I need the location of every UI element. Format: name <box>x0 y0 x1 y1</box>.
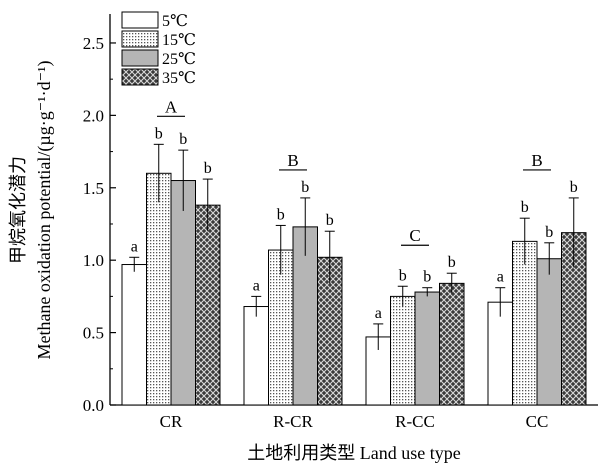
bar <box>146 172 172 406</box>
significance-label: b <box>301 179 309 196</box>
significance-label: a <box>375 305 382 322</box>
y-tick-label: 2.0 <box>83 106 104 125</box>
significance-label: b <box>179 131 187 148</box>
y-axis-title: 甲烷氧化潜力 Methane oxidation potential/(µg·g… <box>8 60 55 359</box>
bar <box>439 282 465 406</box>
y-tick-label: 1.0 <box>83 251 104 270</box>
group-significance-label: A <box>165 97 178 116</box>
significance-label: b <box>448 254 456 271</box>
significance-label: b <box>326 212 334 229</box>
legend-label: 35℃ <box>162 70 196 87</box>
x-tick-label: R-CC <box>395 412 435 431</box>
significance-label: b <box>521 199 529 216</box>
x-ticks: CR R-CR R-CC CC <box>160 399 549 431</box>
x-axis-title: 土地利用类型 Land use type <box>247 443 460 463</box>
significance-label: a <box>497 269 504 286</box>
bar <box>195 204 221 406</box>
bar <box>536 258 562 406</box>
y-axis-title-zh: 甲烷氧化潜力 <box>8 156 28 264</box>
bar <box>243 306 269 406</box>
bar <box>292 226 318 406</box>
bar <box>121 264 147 406</box>
group-significance-label: C <box>409 226 420 245</box>
significance-label: b <box>204 160 212 177</box>
legend-label: 5℃ <box>162 13 188 30</box>
significance-label: a <box>253 277 260 294</box>
significance-label: b <box>545 224 553 241</box>
significance-label: b <box>570 179 578 196</box>
legend-label: 15℃ <box>162 32 196 49</box>
x-tick-label: CC <box>526 412 549 431</box>
significance-label: b <box>423 269 431 286</box>
y-tick-label: 0.0 <box>83 396 104 415</box>
bar <box>390 295 416 406</box>
x-tick-label: R-CR <box>273 412 313 431</box>
significance-label: b <box>155 125 163 142</box>
significance-label: a <box>131 238 138 255</box>
bar <box>268 249 294 406</box>
y-tick-label: 0.5 <box>83 324 104 343</box>
legend-label: 25℃ <box>162 51 196 68</box>
y-tick-label: 1.5 <box>83 179 104 198</box>
group-significance-label: B <box>531 151 542 170</box>
legend-swatch <box>121 11 159 29</box>
group-significance-label: B <box>287 151 298 170</box>
y-tick-label: 2.5 <box>83 34 104 53</box>
y-ticks: 0.0 0.5 1.0 1.5 2.0 2.5 <box>83 34 116 415</box>
group-significance-marks: A B C B <box>157 97 551 246</box>
significance-label: b <box>399 267 407 284</box>
bar <box>414 291 440 406</box>
bar <box>487 301 513 406</box>
legend-swatch <box>121 68 159 86</box>
significance-label: b <box>277 206 285 223</box>
legend-swatch <box>121 49 159 67</box>
legend-swatch <box>121 30 159 48</box>
bar <box>170 180 196 406</box>
legend: 5℃ 15℃ 25℃ 35℃ <box>121 11 196 87</box>
x-tick-label: CR <box>160 412 183 431</box>
y-axis-title-en: Methane oxidation potential/(µg·g⁻¹·d⁻¹) <box>34 60 55 359</box>
bar <box>512 240 538 406</box>
